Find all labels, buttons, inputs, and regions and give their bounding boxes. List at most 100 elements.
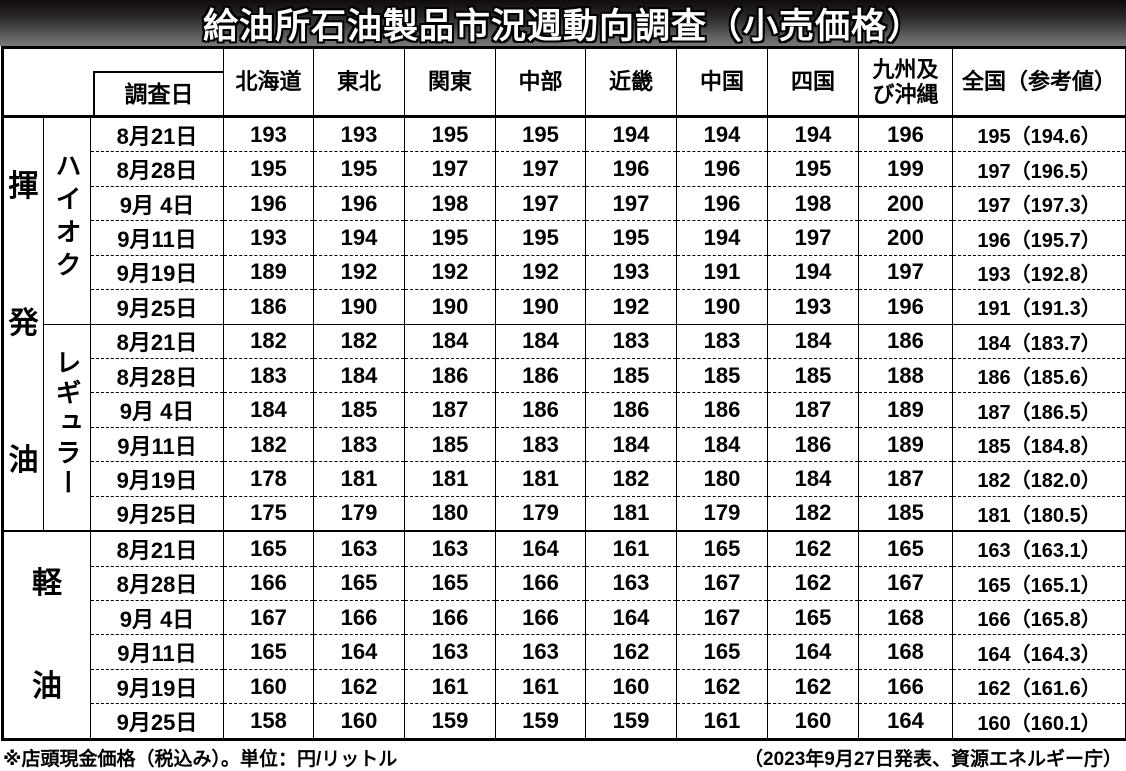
price-cell: 162 — [768, 531, 859, 566]
price-cell: 161 — [586, 531, 677, 566]
price-cell: 198 — [405, 186, 496, 220]
price-cell: 183 — [677, 324, 768, 358]
corner-cell: 調査日 — [3, 48, 224, 117]
date-cell: 9月25日 — [91, 290, 224, 324]
price-cell: 186 — [496, 359, 586, 393]
price-cell: 163 — [586, 566, 677, 600]
footer-note: ※店頭現金価格（税込み）。単位：円/リットル — [3, 744, 397, 771]
price-cell: 165 — [859, 531, 953, 566]
price-cell: 166 — [859, 669, 953, 703]
price-cell: 160 — [224, 669, 314, 703]
price-cell: 165 — [224, 531, 314, 566]
page-title: 給油所石油製品市況週動向調査（小売価格） — [203, 0, 923, 49]
price-cell: 185 — [677, 359, 768, 393]
col-header-region: 中国 — [677, 48, 768, 117]
price-cell: 186 — [496, 393, 586, 427]
price-cell: 186 — [224, 290, 314, 324]
price-cell: 196 — [859, 117, 953, 152]
col-header-national: 全国（参考値） — [953, 48, 1126, 117]
price-table: 調査日 北海道東北関東中部近畿中国四国九州及 び沖縄全国（参考値） 揮発油ハイオ… — [1, 46, 1126, 741]
price-cell: 164 — [768, 635, 859, 669]
date-cell: 9月 4日 — [91, 186, 224, 220]
price-cell: 160 — [314, 704, 405, 740]
price-cell: 192 — [405, 255, 496, 289]
price-cell: 196 — [586, 152, 677, 186]
price-cell: 164 — [496, 531, 586, 566]
price-cell: 197 — [586, 186, 677, 220]
price-cell-national: 182（182.0） — [953, 462, 1126, 496]
price-cell: 186 — [859, 324, 953, 358]
price-cell: 186 — [677, 393, 768, 427]
price-cell: 182 — [224, 324, 314, 358]
price-cell: 162 — [677, 669, 768, 703]
price-cell: 194 — [677, 117, 768, 152]
fuel-label-char: 油 — [9, 446, 39, 476]
price-cell: 163 — [405, 531, 496, 566]
price-cell-national: 163（163.1） — [953, 531, 1126, 566]
price-cell: 161 — [405, 669, 496, 703]
price-cell: 194 — [768, 117, 859, 152]
price-cell-national: 184（183.7） — [953, 324, 1126, 358]
price-cell: 195 — [224, 152, 314, 186]
price-cell: 168 — [859, 635, 953, 669]
price-cell: 165 — [314, 566, 405, 600]
price-cell: 183 — [314, 427, 405, 461]
price-cell: 161 — [496, 669, 586, 703]
price-cell-national: 160（160.1） — [953, 704, 1126, 740]
col-header-region: 九州及 び沖縄 — [859, 48, 953, 117]
price-cell: 200 — [859, 221, 953, 255]
survey-date-label: 調査日 — [93, 71, 223, 115]
price-cell-national: 164（164.3） — [953, 635, 1126, 669]
price-cell: 197 — [859, 255, 953, 289]
price-cell: 161 — [677, 704, 768, 740]
price-cell: 189 — [224, 255, 314, 289]
price-cell: 165 — [677, 531, 768, 566]
price-cell: 181 — [496, 462, 586, 496]
col-header-region: 近畿 — [586, 48, 677, 117]
price-cell: 166 — [405, 601, 496, 635]
price-cell: 193 — [586, 255, 677, 289]
price-cell: 197 — [496, 186, 586, 220]
price-cell: 179 — [314, 496, 405, 531]
price-cell: 183 — [586, 324, 677, 358]
price-cell: 185 — [314, 393, 405, 427]
price-cell: 184 — [768, 324, 859, 358]
footer: ※店頭現金価格（税込み）。単位：円/リットル （2023年9月27日発表、資源エ… — [0, 744, 1126, 769]
price-cell-national: 191（191.3） — [953, 290, 1126, 324]
price-cell: 184 — [224, 393, 314, 427]
price-cell: 164 — [859, 704, 953, 740]
fuel-subgroup-label: レギュラー — [44, 324, 91, 531]
price-cell: 181 — [405, 462, 496, 496]
price-cell: 190 — [496, 290, 586, 324]
price-cell: 190 — [405, 290, 496, 324]
price-cell: 195 — [768, 152, 859, 186]
price-cell: 158 — [224, 704, 314, 740]
price-cell: 162 — [586, 635, 677, 669]
price-cell: 194 — [677, 221, 768, 255]
price-cell: 185 — [586, 359, 677, 393]
price-cell: 165 — [224, 635, 314, 669]
price-cell: 196 — [859, 290, 953, 324]
col-header-region: 北海道 — [224, 48, 314, 117]
price-cell-national: 166（165.8） — [953, 601, 1126, 635]
price-cell: 163 — [405, 635, 496, 669]
price-cell: 194 — [586, 117, 677, 152]
fuel-subgroup-text: ハイオク — [54, 152, 80, 284]
price-cell: 184 — [314, 359, 405, 393]
price-cell: 166 — [314, 601, 405, 635]
col-header-region: 東北 — [314, 48, 405, 117]
fuel-subgroup-text: レギュラー — [54, 349, 80, 499]
fuel-group-label: 軽油 — [3, 531, 91, 739]
price-cell: 187 — [405, 393, 496, 427]
price-cell: 189 — [859, 393, 953, 427]
date-cell: 9月11日 — [91, 635, 224, 669]
date-cell: 9月 4日 — [91, 601, 224, 635]
price-cell: 185 — [405, 427, 496, 461]
